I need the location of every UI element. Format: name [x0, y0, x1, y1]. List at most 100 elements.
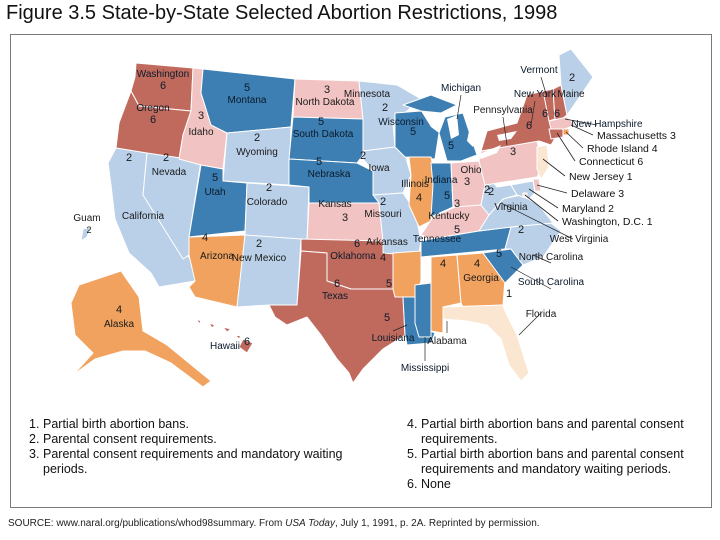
state-code-ia: 2: [360, 150, 366, 162]
state-code-tn: 5: [454, 224, 460, 236]
source-publication: USA Today: [285, 518, 335, 529]
state-name-ny: New York: [514, 89, 557, 100]
state-name-tn: Tennessee: [413, 234, 462, 245]
state-name-or: Oregon: [136, 103, 169, 114]
state-code-nv: 2: [163, 152, 169, 164]
legend-column-right: 4. Partial birth abortion bans and paren…: [407, 417, 702, 492]
state-code-ak: 4: [116, 304, 122, 316]
state-code-wi: 5: [410, 126, 416, 138]
label-leader: [564, 118, 598, 126]
state-name-ut: Utah: [204, 187, 225, 198]
state-code-ca: 2: [126, 152, 132, 164]
state-code-ar: 4: [380, 252, 386, 264]
state-name-nm: New Mexico: [232, 253, 287, 264]
legend-text: Parental consent requirements.: [43, 432, 217, 446]
us-map: Washington6Oregon6California2Nevada2Idah…: [11, 35, 711, 507]
state-name-wv: West Virginia: [550, 234, 609, 245]
label-leader: [500, 202, 574, 240]
state-name-in: Indiana: [425, 175, 458, 186]
state-sd: [288, 116, 364, 164]
state-name-ia: Iowa: [368, 163, 390, 174]
figure-title: Figure 3.5 State-by-State Selected Abort…: [6, 2, 558, 24]
state-code-mt: 5: [244, 82, 250, 94]
state-name-vt: Vermont: [520, 65, 557, 76]
callout-leader-ct: [556, 132, 576, 162]
state-code-wa: 6: [160, 80, 166, 92]
state-code-pa: 3: [510, 146, 516, 158]
state-name-il: Illinois: [401, 179, 429, 190]
state-name-tx: Texas: [322, 291, 348, 302]
legend-item: 6. None: [407, 477, 702, 492]
state-name-al: Alabama: [427, 336, 467, 347]
legend-text: Partial birth abortion bans and parental…: [421, 447, 684, 476]
state-code-ut: 5: [212, 172, 218, 184]
legend-text: Partial birth abortion bans.: [43, 417, 189, 431]
state-code-mn: 2: [382, 102, 388, 114]
state-code-wv: 2: [484, 184, 490, 196]
state-code-id: 3: [198, 110, 204, 122]
callout-label-dc: Washington, D.C. 1: [562, 216, 653, 228]
state-name-gu: Guam: [73, 213, 100, 224]
state-code-gu: 2: [86, 225, 91, 235]
state-name-wy: Wyoming: [236, 147, 278, 158]
lake-shape: [477, 145, 501, 159]
great-lakes: [421, 111, 517, 159]
state-code-az: 4: [202, 232, 208, 244]
state-co: [244, 182, 310, 242]
state-name-id: Idaho: [188, 127, 213, 138]
state-name-ga: Georgia: [463, 273, 499, 284]
state-nj: [536, 144, 550, 180]
state-name-pa: Pennsylvania: [473, 105, 533, 116]
state-name-ks: Kansas: [318, 199, 351, 210]
state-code-al: 4: [440, 258, 446, 270]
state-code-sd: 5: [318, 116, 324, 128]
legend-number: 3.: [29, 447, 40, 461]
state-gu: [80, 226, 92, 242]
state-name-ky: Kentucky: [428, 211, 469, 222]
label-leader: [510, 266, 552, 290]
state-name-hi: Hawaii: [210, 341, 240, 352]
state-code-ms: 5: [384, 312, 390, 324]
state-name-ms: Mississippi: [401, 363, 449, 374]
state-name-sd: South Dakota: [293, 129, 354, 140]
callout-leader-ma: [570, 124, 594, 136]
state-code-in: 5: [444, 190, 450, 202]
state-code-nh: 6: [554, 108, 560, 120]
state-ct: [548, 128, 564, 140]
state-code-fl: 1: [506, 288, 512, 300]
legend-number: 2.: [29, 432, 40, 446]
state-name-nc: North Carolina: [519, 252, 584, 263]
state-name-nh: New Hampshire: [571, 119, 643, 130]
state-code-nd: 3: [324, 84, 330, 96]
label-leader: [502, 116, 508, 146]
state-fl: [442, 304, 530, 382]
state-name-mo: Missouri: [364, 209, 401, 220]
state-name-oh: Ohio: [460, 165, 482, 176]
state-code-ga: 4: [474, 258, 480, 270]
state-code-ky: 3: [454, 198, 460, 210]
state-code-ok: 6: [354, 238, 360, 250]
lake-shape: [467, 131, 477, 147]
state-ms: [414, 282, 432, 338]
state-name-co: Colorado: [247, 197, 288, 208]
state-md: [510, 180, 536, 200]
lake-shape: [447, 115, 459, 139]
callout-label-nj: New Jersey 1: [569, 171, 633, 183]
callout-label-md: Maryland 2: [562, 203, 614, 215]
state-nm: [236, 234, 302, 308]
state-name-mi: Michigan: [441, 83, 481, 94]
legend-item: 2. Parental consent requirements.: [29, 432, 369, 447]
lake-shape: [497, 131, 517, 141]
state-name-mt: Montana: [228, 95, 267, 106]
state-code-va: 2: [488, 186, 494, 198]
lake-shape: [421, 111, 439, 133]
callout-leader-ri: [565, 131, 584, 149]
state-name-ne: Nebraska: [308, 169, 351, 180]
state-code-me: 2: [569, 72, 575, 84]
state-me: [558, 48, 594, 116]
state-code-nm: 2: [256, 238, 262, 250]
label-leader: [532, 254, 552, 264]
state-name-ar: Arkansas: [366, 237, 408, 248]
state-name-ok: Oklahoma: [330, 251, 376, 262]
callout-leader-de: [536, 184, 568, 194]
